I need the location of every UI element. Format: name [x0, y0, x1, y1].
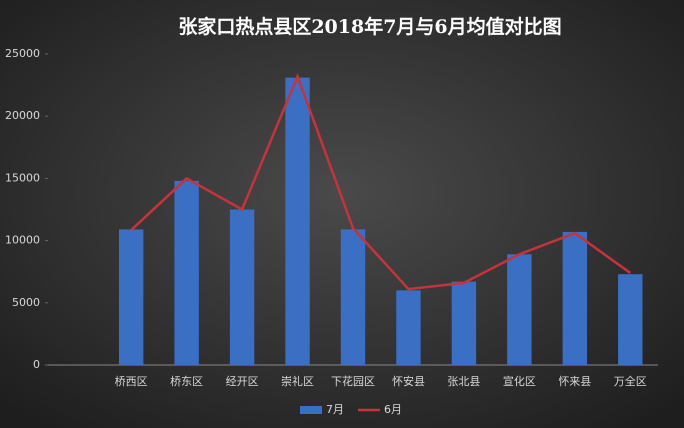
bar: [340, 229, 366, 365]
chart-title: 张家口热点县区2018年7月与6月均值对比图: [178, 15, 561, 38]
x-tick-label: 下花园区: [331, 375, 375, 388]
legend-swatch: [300, 406, 322, 414]
x-tick-label: 怀安县: [392, 374, 425, 388]
y-tick-label: 15000: [5, 171, 40, 184]
bar: [451, 281, 477, 365]
line: [130, 72, 632, 291]
bar: [507, 254, 532, 365]
bar: [396, 290, 421, 365]
x-tick-label: 桥西区: [115, 375, 148, 388]
bar: [618, 274, 643, 365]
y-tick-label: 5000: [12, 296, 40, 309]
y-tick-label: 20000: [5, 109, 40, 122]
x-tick-label: 怀来县: [558, 375, 591, 388]
x-tick-label: 桥东区: [170, 375, 203, 388]
x-tick-label: 经开区: [226, 375, 259, 388]
x-tick-label: 张北县: [447, 375, 480, 388]
legend-label: 7月: [326, 403, 344, 416]
x-tick-label: 万全区: [614, 374, 647, 388]
y-tick-label: 25000: [5, 47, 40, 60]
x-tick-label: 宣化区: [503, 374, 536, 388]
x-tick-label: 崇礼区: [281, 374, 314, 388]
bar: [562, 231, 588, 365]
legend-label: 6月: [384, 403, 402, 416]
y-tick-label: 10000: [5, 234, 40, 247]
bar: [229, 209, 255, 365]
bar: [285, 77, 310, 366]
y-tick-label: 0: [33, 358, 40, 371]
bar: [174, 180, 199, 365]
bar: [118, 229, 144, 365]
